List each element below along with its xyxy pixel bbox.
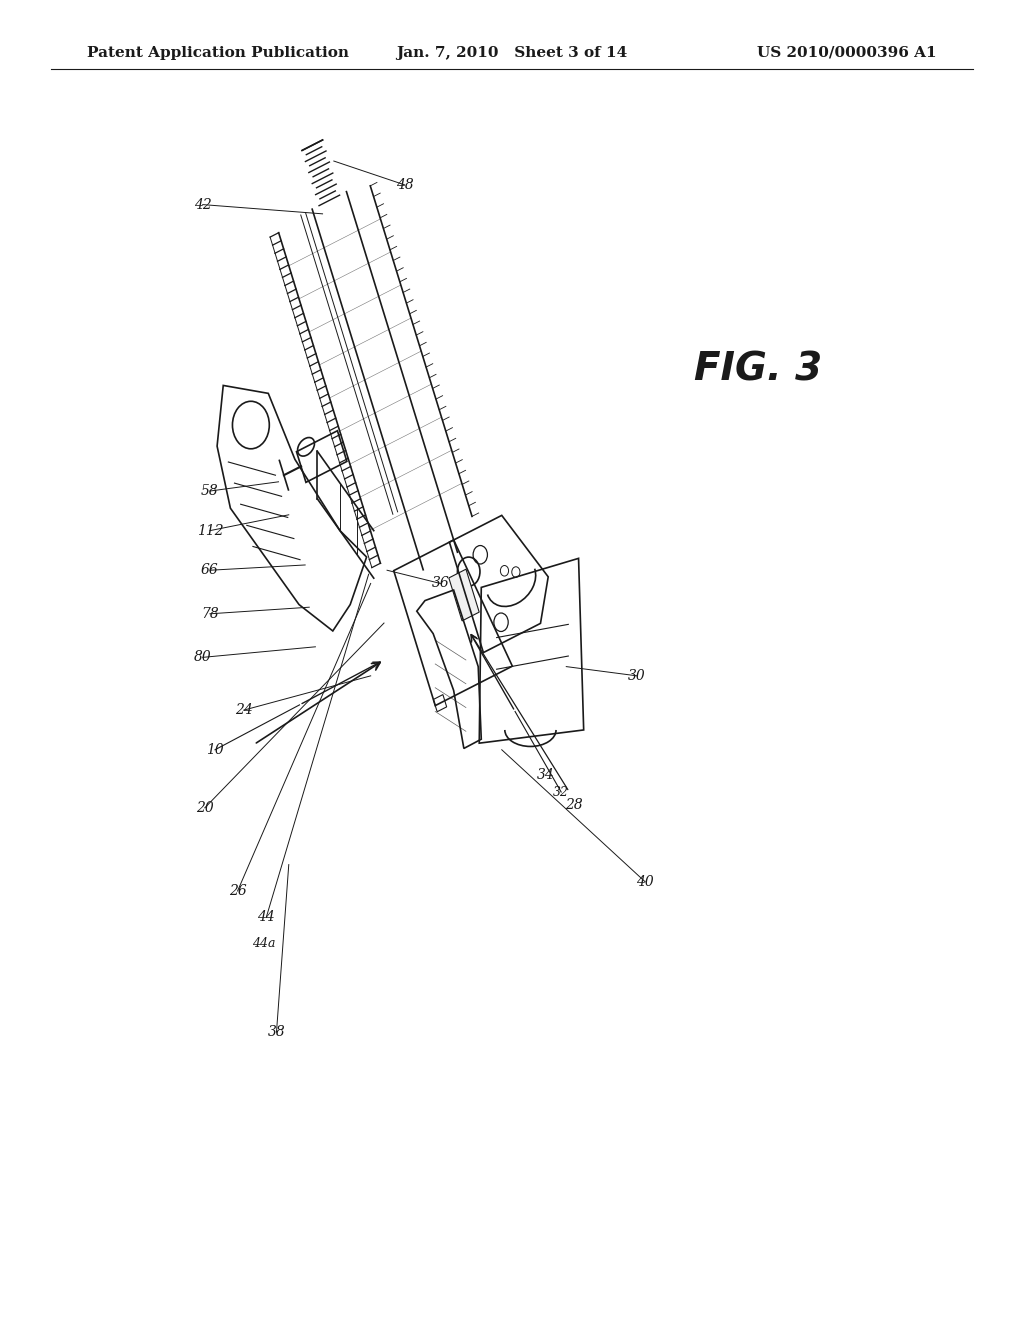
Text: 30: 30 — [628, 669, 646, 682]
Text: Patent Application Publication: Patent Application Publication — [87, 46, 349, 59]
Text: 28: 28 — [564, 799, 583, 812]
Text: 34: 34 — [537, 768, 555, 781]
Text: 32: 32 — [553, 785, 569, 799]
Text: 36: 36 — [431, 577, 450, 590]
Text: Jan. 7, 2010   Sheet 3 of 14: Jan. 7, 2010 Sheet 3 of 14 — [396, 46, 628, 59]
Text: FIG. 3: FIG. 3 — [693, 351, 822, 388]
Polygon shape — [449, 569, 479, 620]
Text: 24: 24 — [234, 704, 253, 717]
Text: 38: 38 — [267, 1026, 286, 1039]
Text: 40: 40 — [636, 875, 654, 888]
Text: 80: 80 — [194, 651, 212, 664]
Text: 44: 44 — [257, 911, 275, 924]
Text: 66: 66 — [201, 564, 219, 577]
Text: 10: 10 — [206, 743, 224, 756]
Text: 58: 58 — [201, 484, 219, 498]
Text: 44a: 44a — [253, 937, 275, 950]
Text: 20: 20 — [196, 801, 214, 814]
Text: 112: 112 — [197, 524, 223, 537]
Text: 42: 42 — [194, 198, 212, 211]
Text: 48: 48 — [395, 178, 414, 191]
Text: 78: 78 — [201, 607, 219, 620]
Text: 26: 26 — [228, 884, 247, 898]
Text: US 2010/0000396 A1: US 2010/0000396 A1 — [758, 46, 937, 59]
